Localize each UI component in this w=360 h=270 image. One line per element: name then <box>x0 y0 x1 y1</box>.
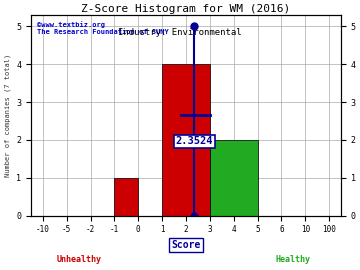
Text: Healthy: Healthy <box>276 255 311 264</box>
Bar <box>162 64 210 216</box>
Text: Industry: Environmental: Industry: Environmental <box>118 28 242 37</box>
Y-axis label: Number of companies (7 total): Number of companies (7 total) <box>4 54 11 177</box>
Text: ©www.textbiz.org
The Research Foundation of SUNY: ©www.textbiz.org The Research Foundation… <box>37 21 169 35</box>
Text: Unhealthy: Unhealthy <box>56 255 101 264</box>
Text: 2.3524: 2.3524 <box>176 136 213 146</box>
Bar <box>210 140 258 216</box>
Bar <box>114 178 138 216</box>
X-axis label: Score: Score <box>171 240 201 250</box>
Title: Z-Score Histogram for WM (2016): Z-Score Histogram for WM (2016) <box>81 4 291 14</box>
